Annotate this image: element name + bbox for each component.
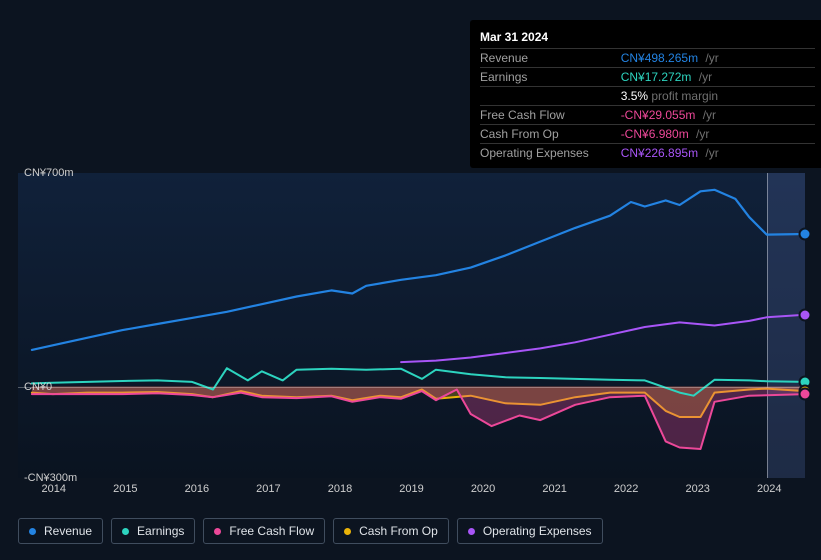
- legend-item[interactable]: Cash From Op: [333, 518, 449, 544]
- y-axis-label: CN¥700m: [24, 167, 74, 179]
- legend-label: Cash From Op: [359, 524, 438, 538]
- legend-label: Free Cash Flow: [229, 524, 314, 538]
- chart-legend: Revenue Earnings Free Cash Flow Cash From O…: [18, 518, 603, 544]
- x-axis-label: 2014: [18, 483, 90, 495]
- tooltip-table: RevenueCN¥498.265m /yrEarningsCN¥17.272m…: [480, 48, 815, 162]
- legend-item[interactable]: Revenue: [18, 518, 103, 544]
- x-axis-label: 2018: [304, 483, 376, 495]
- legend-label: Earnings: [137, 524, 184, 538]
- tooltip-date: Mar 31 2024: [480, 26, 815, 48]
- tooltip-row: 3.5% profit margin: [480, 87, 815, 106]
- x-axis-label: 2021: [519, 483, 591, 495]
- tooltip-value: -CN¥29.055m /yr: [621, 106, 815, 125]
- financials-chart[interactable]: 2014201520162017201820192020202120222023…: [18, 155, 805, 480]
- x-axis-label: 2019: [376, 483, 448, 495]
- tooltip-row: RevenueCN¥498.265m /yr: [480, 49, 815, 68]
- zero-line: [18, 387, 805, 388]
- legend-dot-icon: [29, 528, 36, 535]
- x-axis-label: 2017: [233, 483, 305, 495]
- legend-dot-icon: [344, 528, 351, 535]
- legend-label: Operating Expenses: [483, 524, 592, 538]
- chart-svg: [18, 173, 805, 478]
- tooltip-row: EarningsCN¥17.272m /yr: [480, 68, 815, 87]
- x-axis-label: 2016: [161, 483, 233, 495]
- x-axis-label: 2020: [447, 483, 519, 495]
- series-line: [401, 315, 805, 362]
- series-line: [32, 190, 805, 350]
- tooltip-value: -CN¥6.980m /yr: [621, 125, 815, 144]
- series-marker: [801, 310, 810, 319]
- series-marker: [801, 390, 810, 399]
- tooltip-value: CN¥17.272m /yr: [621, 68, 815, 87]
- x-axis-label: 2015: [90, 483, 162, 495]
- tooltip-label: Revenue: [480, 49, 621, 68]
- legend-item[interactable]: Operating Expenses: [457, 518, 603, 544]
- legend-dot-icon: [468, 528, 475, 535]
- tooltip-value: CN¥498.265m /yr: [621, 49, 815, 68]
- legend-item[interactable]: Free Cash Flow: [203, 518, 325, 544]
- y-axis-label: -CN¥300m: [24, 472, 77, 484]
- tooltip-row: Cash From Op-CN¥6.980m /yr: [480, 125, 815, 144]
- tooltip-label: Cash From Op: [480, 125, 621, 144]
- series-fill: [32, 387, 805, 450]
- legend-dot-icon: [122, 528, 129, 535]
- x-axis-label: 2022: [590, 483, 662, 495]
- legend-dot-icon: [214, 528, 221, 535]
- chart-tooltip: Mar 31 2024 RevenueCN¥498.265m /yrEarnin…: [470, 20, 821, 168]
- tooltip-profit-margin: 3.5% profit margin: [621, 87, 815, 106]
- series-marker: [801, 230, 810, 239]
- tooltip-row: Free Cash Flow-CN¥29.055m /yr: [480, 106, 815, 125]
- tooltip-label: Free Cash Flow: [480, 106, 621, 125]
- series-marker: [801, 377, 810, 386]
- x-axis-label: 2024: [733, 483, 805, 495]
- tooltip-label: Earnings: [480, 68, 621, 87]
- legend-label: Revenue: [44, 524, 92, 538]
- legend-item[interactable]: Earnings: [111, 518, 195, 544]
- x-axis-label: 2023: [662, 483, 734, 495]
- x-axis-ticks: 2014201520162017201820192020202120222023…: [18, 483, 805, 495]
